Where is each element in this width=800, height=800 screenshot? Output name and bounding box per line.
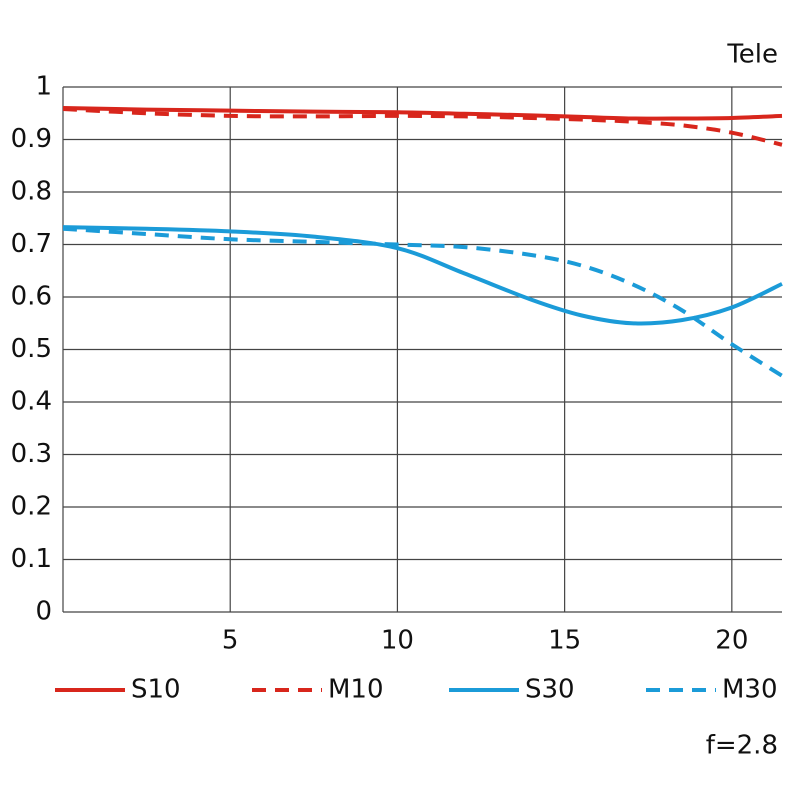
y-tick-label: 0.2 (11, 492, 52, 522)
series-line (62, 107, 783, 147)
series-line (62, 226, 784, 378)
legend-label: S10 (131, 675, 181, 705)
legend-label: S30 (525, 675, 575, 705)
y-tick-label: 0.9 (11, 124, 52, 154)
y-tick-label: 0.8 (11, 177, 52, 207)
y-tick-label: 1 (35, 72, 52, 102)
chart-title: Tele (726, 40, 778, 70)
y-tick-label: 0.5 (11, 334, 52, 364)
x-tick-label: 15 (548, 626, 581, 656)
y-tick-label: 0.1 (11, 544, 52, 574)
legend-label: M10 (328, 675, 384, 705)
x-tick-label: 5 (222, 626, 239, 656)
x-tick-label: 10 (381, 626, 414, 656)
series-line (62, 106, 783, 121)
y-tick-label: 0.4 (11, 387, 52, 417)
x-tick-label: 20 (715, 626, 748, 656)
series-line (62, 225, 783, 326)
annotation: f=2.8 (706, 731, 778, 761)
legend-label: M30 (722, 675, 778, 705)
y-tick-label: 0.7 (11, 229, 52, 259)
y-tick-label: 0.6 (11, 282, 52, 312)
y-tick-label: 0 (35, 597, 52, 627)
y-tick-label: 0.3 (11, 439, 52, 469)
